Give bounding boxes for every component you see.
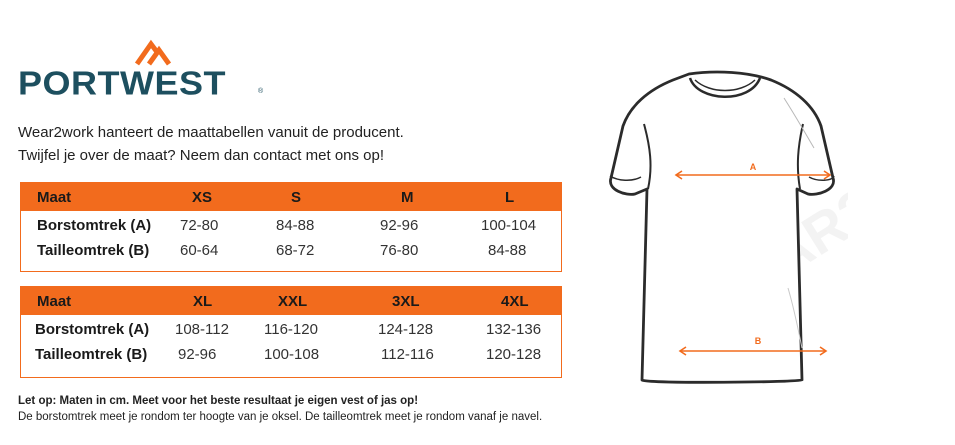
cell-value: 112-116 [381,346,434,363]
header-size: XS [192,188,213,206]
table-header-row: Maat XS S M L [21,183,561,211]
row-label: Tailleomtrek (B) [37,242,150,259]
header-size: S [291,188,302,206]
cell-value: 100-108 [264,346,320,363]
portwest-logo: PORTWEST ® [18,38,268,102]
cell-value: 60-64 [180,242,219,259]
header-maat: Maat [37,292,72,310]
cell-value: 120-128 [486,346,542,363]
header-maat: Maat [37,188,72,206]
logo-peaks-icon [135,39,171,66]
table-header-row: Maat XL XXL 3XL 4XL [21,287,561,315]
row-label: Borstomtrek (A) [35,321,150,338]
cell-value: 84-88 [488,242,527,259]
cell-value: 84-88 [276,217,315,234]
size-table-2: Maat XL XXL 3XL 4XL Borstomtrek (A) 108-… [20,286,562,378]
measure-line-b: B [678,336,828,356]
logo-wordmark: PORTWEST [18,64,226,102]
cell-value: 124-128 [378,321,434,338]
cell-value: 72-80 [180,217,219,234]
header-size: 3XL [392,292,420,310]
cell-value: 68-72 [276,242,315,259]
cell-value: 108-112 [175,321,229,338]
cell-value: 116-120 [264,321,318,338]
cell-value: 76-80 [380,242,419,259]
table-row: Borstomtrek (A) 108-112 116-120 124-128 … [21,321,561,346]
table-row: Tailleomtrek (B) 92-96 100-108 112-116 1… [21,346,561,371]
label-b: B [755,336,762,346]
header-size: XL [193,292,213,310]
measurement-note: Let op: Maten in cm. Meet voor het beste… [18,393,542,425]
label-a: A [750,162,757,172]
note-bold-line: Let op: Maten in cm. Meet voor het beste… [18,395,419,407]
registered-mark: ® [258,88,264,95]
note-line-2: De borstomtrek meet je rondom ter hoogte… [18,411,543,423]
header-size: L [505,188,515,206]
table-row: Tailleomtrek (B) 60-64 68-72 76-80 84-88 [21,242,561,267]
t-shirt-icon: WEAR2WORK.NL A B [609,68,848,384]
cell-value: 100-104 [481,217,537,234]
cell-value: 132-136 [486,321,542,338]
table-row: Borstomtrek (A) 72-80 84-88 92-96 100-10… [21,217,561,242]
intro-text: Wear2work hanteert de maattabellen vanui… [18,121,404,167]
size-table-1: Maat XS S M L Borstomtrek (A) 72-80 84-8… [20,182,562,272]
header-size: XXL [278,292,308,310]
row-label: Borstomtrek (A) [37,217,152,234]
measure-line-a: A [674,162,832,180]
intro-line-1: Wear2work hanteert de maattabellen vanui… [18,124,404,141]
cell-value: 92-96 [380,217,419,234]
intro-line-2: Twijfel je over de maat? Neem dan contac… [18,147,385,164]
header-size: 4XL [501,292,529,310]
cell-value: 92-96 [178,346,217,363]
row-label: Tailleomtrek (B) [35,346,148,363]
header-size: M [401,188,414,206]
